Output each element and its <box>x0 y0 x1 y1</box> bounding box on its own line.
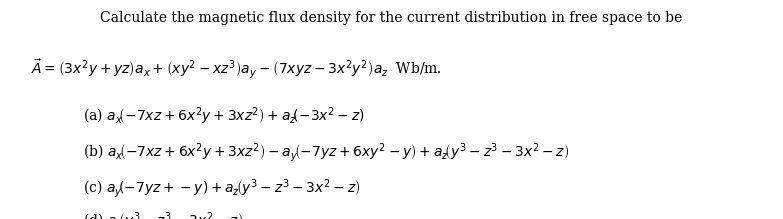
Text: (b) $a_x\!\left(-7xz+6x^2y+3xz^2\right)-a_y\!\left(-7yz+6xy^2-y\right)+a_z\!\lef: (b) $a_x\!\left(-7xz+6x^2y+3xz^2\right)-… <box>83 141 569 164</box>
Text: (d) $a_z\!\left(y^3-z^3-3x^2-z\right)$: (d) $a_z\!\left(y^3-z^3-3x^2-z\right)$ <box>83 210 244 219</box>
Text: (a) $a_x\!\left(-7xz+6x^2y+3xz^2\right)+a_z\!\left(-3x^2-z\right)$: (a) $a_x\!\left(-7xz+6x^2y+3xz^2\right)+… <box>83 105 365 127</box>
Text: $\vec{A}=\left(3x^2y+yz\right)a_x+\left(xy^2-xz^3\right)a_y-\left(7xyz-3x^2y^2\r: $\vec{A}=\left(3x^2y+yz\right)a_x+\left(… <box>31 57 442 80</box>
Text: (c) $a_y\!\left(-7yz+-y\right)+a_z\!\left(y^3-z^3-3x^2-z\right)$: (c) $a_y\!\left(-7yz+-y\right)+a_z\!\lef… <box>83 177 361 200</box>
Text: Calculate the magnetic flux density for the current distribution in free space t: Calculate the magnetic flux density for … <box>100 11 683 25</box>
